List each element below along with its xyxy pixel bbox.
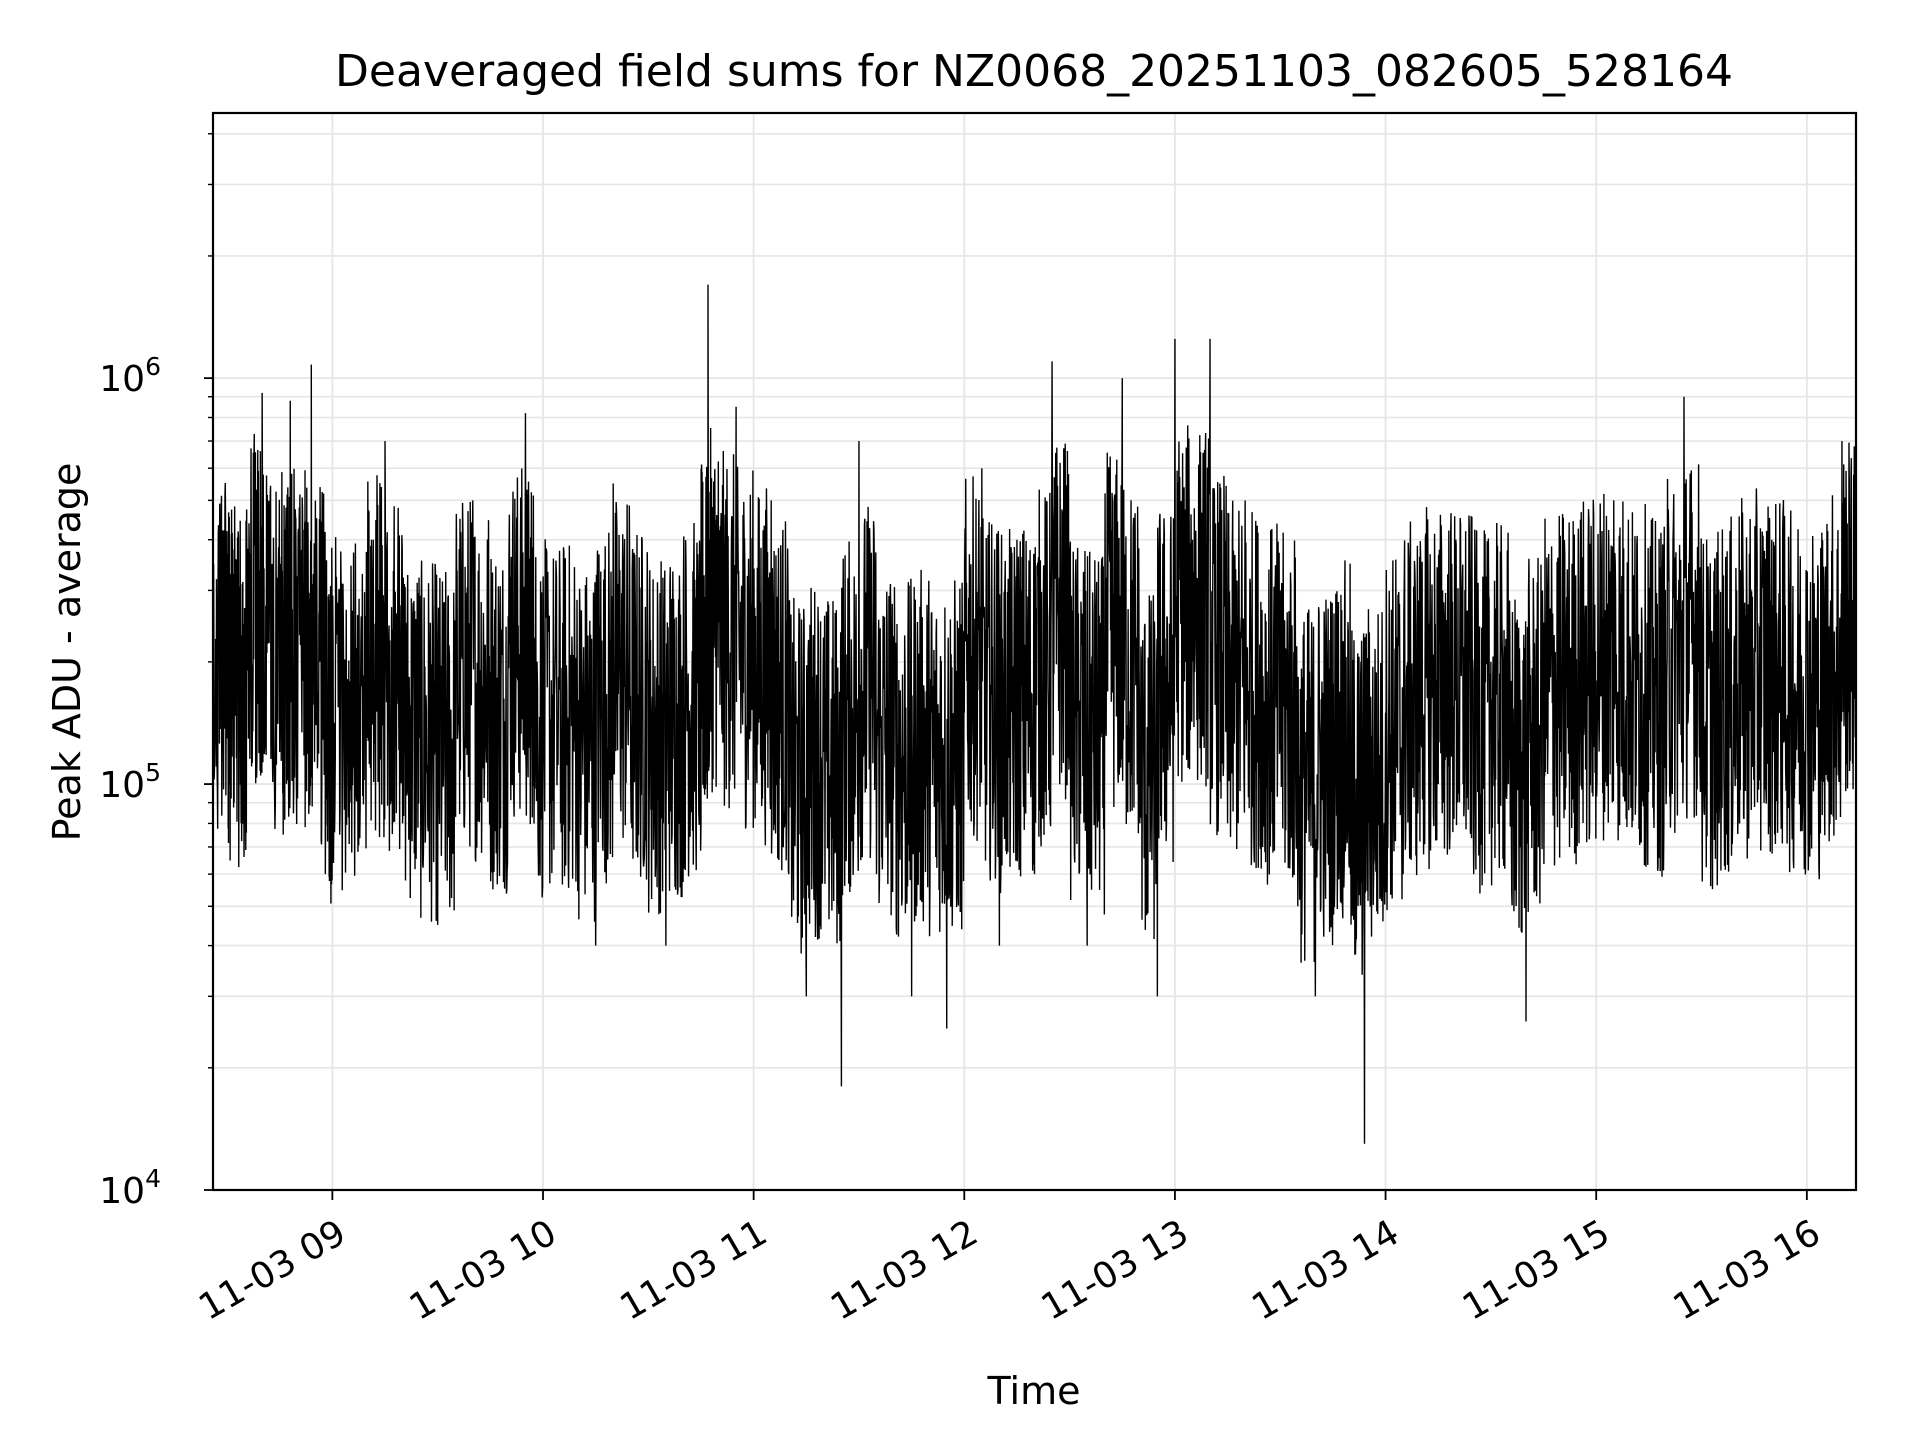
y-tick-label: 105 <box>99 758 161 806</box>
y-axis-label: Peak ADU - average <box>45 463 89 842</box>
y-tick-label: 106 <box>99 352 161 400</box>
y-axis-ticks: 104 105 106 <box>99 133 213 1212</box>
plot-frame <box>211 111 1858 1192</box>
chart-title: Deaveraged field sums for NZ0068_2025110… <box>335 46 1733 97</box>
y-tick-label: 104 <box>99 1164 161 1212</box>
plot-area <box>213 284 1856 1144</box>
series-line <box>213 284 1856 1144</box>
x-axis-label: Time <box>987 1369 1081 1413</box>
